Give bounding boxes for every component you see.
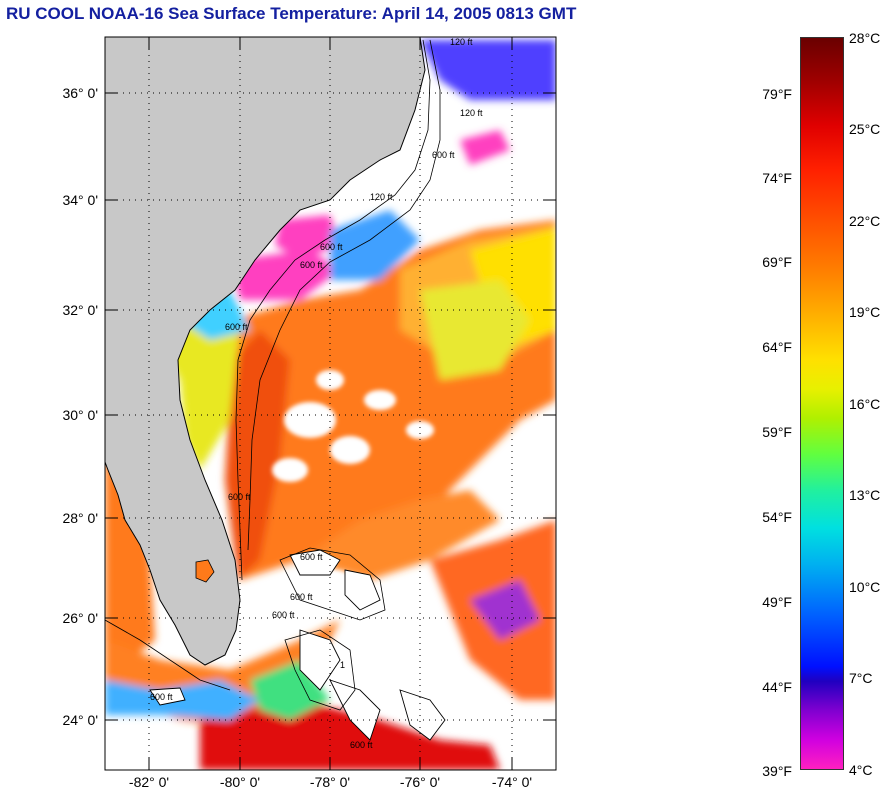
colorbar-celsius-label: 25°C	[849, 121, 881, 137]
lat-label: 32° 0'	[62, 302, 98, 318]
isobath-label: 600 ft	[290, 592, 313, 602]
lat-label: 34° 0'	[62, 192, 98, 208]
colorbar-celsius-label: 19°C	[849, 304, 881, 320]
colorbar-fahrenheit-label: 49°F	[762, 594, 792, 610]
colorbar-fahrenheit-label: 64°F	[762, 339, 792, 355]
map-title: RU COOL NOAA-16 Sea Surface Temperature:…	[6, 4, 577, 23]
isobath-label: 600 ft	[432, 150, 455, 160]
colorbar-fahrenheit-label: 44°F	[762, 679, 792, 695]
graticule	[105, 37, 556, 770]
lon-label: -82° 0'	[128, 774, 170, 790]
isobath-label: 1	[340, 660, 345, 670]
colorbar-fahrenheit-label: 59°F	[762, 424, 792, 440]
isobath-label: 600 ft	[300, 260, 323, 270]
lat-label: 24° 0'	[62, 712, 98, 728]
isobath-label: 600 ft	[225, 322, 248, 332]
colorbar-fahrenheit-label: 74°F	[762, 170, 792, 186]
isobath-label: 600 ft	[228, 492, 251, 502]
isobath-label: 600 ft	[300, 552, 323, 562]
colorbar-fahrenheit-label: 39°F	[762, 763, 792, 779]
land-mass	[105, 37, 426, 666]
isobath-label: 120 ft	[450, 37, 473, 47]
colorbar-celsius-label: 7°C	[849, 670, 873, 686]
lon-label: -78° 0'	[309, 774, 351, 790]
isobath-label: 600 ft	[272, 610, 295, 620]
lat-label: 26° 0'	[62, 610, 98, 626]
axis-ticks	[105, 37, 556, 770]
colorbar-fahrenheit-label: 79°F	[762, 86, 792, 102]
lake-okeechobee	[195, 559, 215, 583]
lon-label: -80° 0'	[219, 774, 261, 790]
isobath-label: 600 ft	[320, 242, 343, 252]
lat-label: 36° 0'	[62, 85, 98, 101]
colorbar-fahrenheit-label: 54°F	[762, 509, 792, 525]
cloud-patches	[272, 370, 500, 728]
sst-field	[105, 40, 556, 770]
colorbar-celsius-label: 10°C	[849, 579, 881, 595]
isobath-label: 600 ft	[150, 692, 173, 702]
temperature-colorbar	[800, 37, 844, 770]
colorbar-fahrenheit-label: 69°F	[762, 254, 792, 270]
colorbar-celsius-label: 16°C	[849, 396, 881, 412]
bahamas-islands	[149, 549, 446, 741]
isobath-contours	[105, 39, 441, 711]
lon-label: -74° 0'	[491, 774, 533, 790]
isobath-label: 120 ft	[460, 108, 483, 118]
colorbar-celsius-label: 13°C	[849, 487, 881, 503]
colorbar-celsius-label: 22°C	[849, 213, 881, 229]
isobath-label: 120 ft	[370, 192, 393, 202]
lat-label: 28° 0'	[62, 510, 98, 526]
colorbar-celsius-label: 4°C	[849, 762, 873, 778]
colorbar-celsius-label: 28°C	[849, 30, 881, 46]
isobath-label: 600 ft	[350, 740, 373, 750]
lat-label: 30° 0'	[62, 407, 98, 423]
lon-label: -76° 0'	[399, 774, 441, 790]
